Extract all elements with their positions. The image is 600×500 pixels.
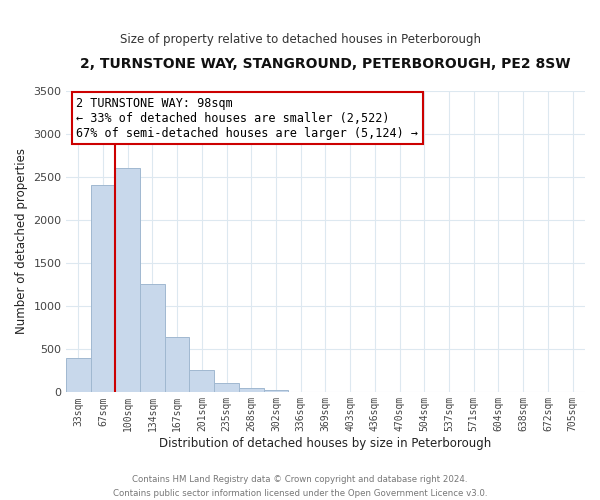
Bar (214, 384, 239, 392)
Y-axis label: Number of detached properties: Number of detached properties (15, 148, 28, 334)
Bar (263, 390, 289, 392)
Text: Contains HM Land Registry data © Crown copyright and database right 2024.
Contai: Contains HM Land Registry data © Crown c… (113, 476, 487, 498)
Bar (239, 388, 263, 392)
Bar (115, 168, 140, 392)
Bar (165, 337, 190, 392)
Bar (190, 370, 214, 392)
X-axis label: Distribution of detached houses by size in Peterborough: Distribution of detached houses by size … (159, 437, 491, 450)
Bar (66, 358, 91, 392)
Title: 2, TURNSTONE WAY, STANGROUND, PETERBOROUGH, PE2 8SW: 2, TURNSTONE WAY, STANGROUND, PETERBOROU… (80, 58, 571, 71)
Bar (91, 186, 115, 392)
Text: Size of property relative to detached houses in Peterborough: Size of property relative to detached ho… (119, 32, 481, 46)
Text: 2 TURNSTONE WAY: 98sqm
← 33% of detached houses are smaller (2,522)
67% of semi-: 2 TURNSTONE WAY: 98sqm ← 33% of detached… (76, 96, 418, 140)
Bar (140, 284, 165, 392)
